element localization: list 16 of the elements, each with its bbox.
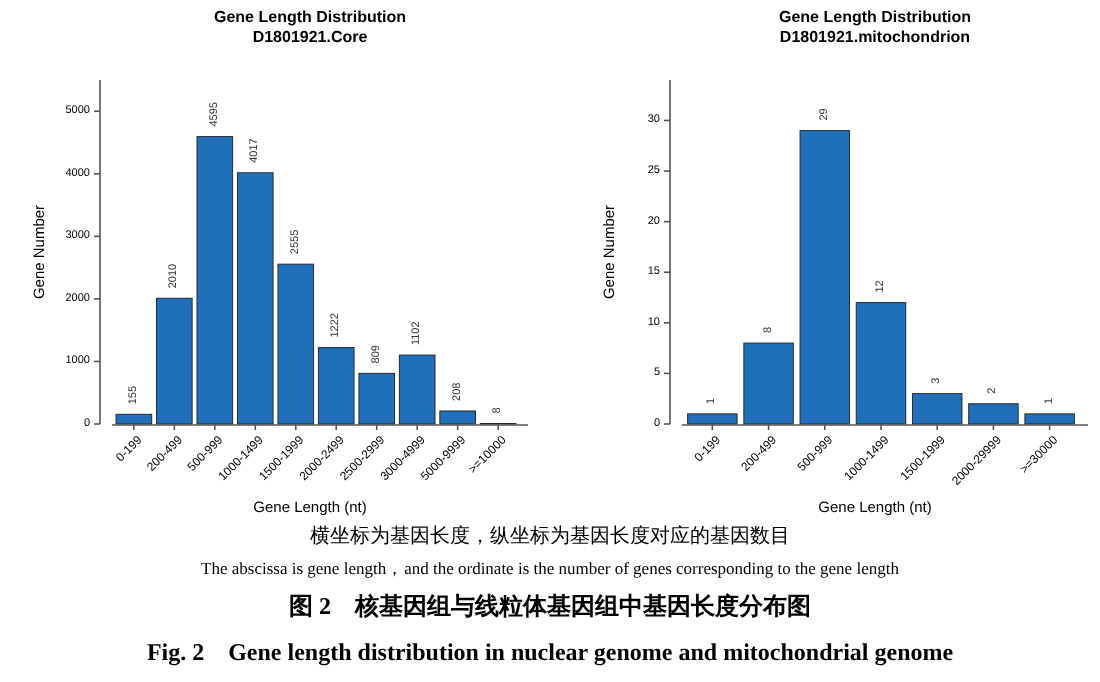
- caption: Fig. 2 Gene length distribution in nuclear genome and mitochondrial genome: [146, 638, 955, 666]
- text: The abscissa is gene length，and the ordinate is the number of genes corresponding to the gene length: [201, 558, 901, 578]
- bar: [743, 342, 794, 425]
- chart-subtitle: D1801921.Core: [252, 28, 369, 46]
- caption: 图 2 核基因组与线粒体基因组中基因长度分布图: [289, 592, 811, 620]
- bar: [687, 413, 738, 425]
- chart-subtitle: D1801921.mitochondrion: [779, 28, 971, 46]
- bar: [855, 302, 907, 425]
- bar: [799, 130, 851, 425]
- chart-title: Gene Length Distribution: [214, 8, 407, 26]
- bar: [115, 413, 153, 425]
- chart-title: Gene Length Distribution: [779, 8, 972, 26]
- bar: [1024, 413, 1075, 425]
- text: 横坐标为基因长度，纵坐标为基因长度对应的基因数目: [310, 524, 790, 548]
- bar: [968, 403, 1019, 425]
- bar: [911, 393, 963, 425]
